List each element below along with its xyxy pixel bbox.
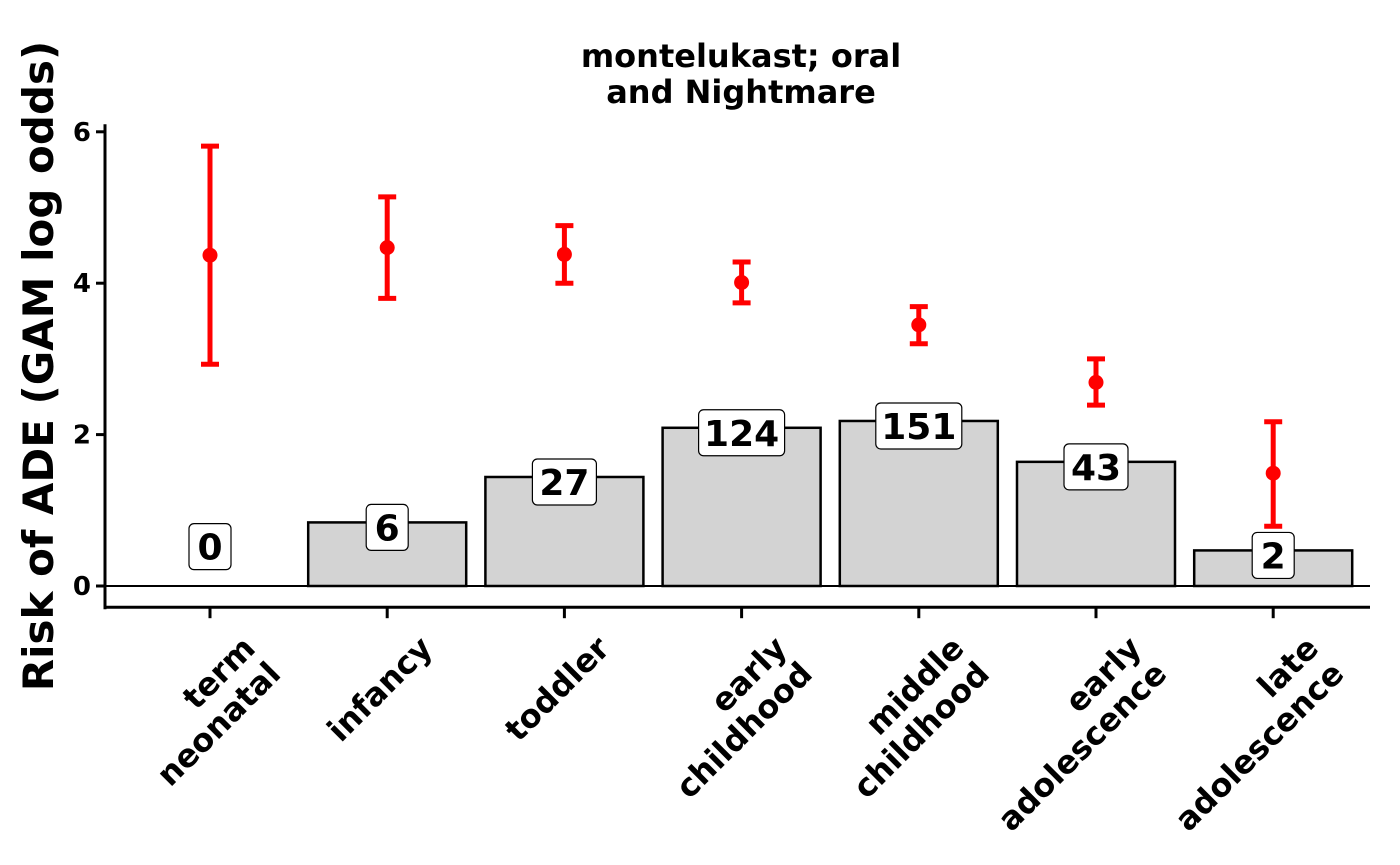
count-labels: 0 6 27 124 151 43 2 (188, 402, 1295, 580)
y-tick-label: 6 (73, 118, 91, 148)
count-label: 124 (697, 409, 786, 457)
error-bar (1264, 419, 1283, 529)
count-label-text: 6 (375, 508, 400, 549)
estimate-point (734, 274, 750, 290)
count-label-text: 2 (1261, 536, 1286, 577)
count-label-box (365, 503, 409, 552)
error-bar (378, 194, 397, 301)
count-label: 151 (875, 402, 963, 450)
bars (306, 419, 1354, 588)
y-axis-title: Risk of ADE (GAM log odds) (14, 41, 63, 691)
count-label-box (188, 523, 232, 571)
chart-title-line: and Nightmare (606, 73, 876, 111)
count-label-box (531, 458, 598, 506)
estimate-point (1088, 374, 1104, 390)
count-label-box (1251, 531, 1295, 580)
error-bar (732, 259, 751, 306)
estimate-point (202, 247, 218, 263)
y-tick-label: 0 (73, 572, 91, 602)
count-label: 43 (1063, 443, 1129, 491)
count-label-text: 27 (539, 463, 589, 504)
count-label: 6 (365, 503, 409, 552)
count-label-text: 124 (704, 414, 779, 455)
estimate-point (379, 240, 395, 256)
x-tick-label: toddler (497, 629, 617, 749)
count-label-text: 151 (881, 407, 956, 448)
estimate-point (556, 246, 572, 262)
chart-title-line: montelukast; oral (581, 37, 901, 75)
error-bar (909, 304, 928, 347)
error-bars (201, 143, 1283, 529)
count-label-text: 43 (1071, 448, 1121, 489)
x-tick-label: infancy (320, 629, 440, 749)
error-bar (201, 143, 219, 367)
y-tick-label: 2 (73, 421, 91, 451)
y-axis-label: Risk of ADE (GAM log odds) (14, 41, 63, 691)
error-bar (555, 223, 574, 286)
count-label-box (697, 409, 786, 457)
error-bar (1087, 356, 1105, 408)
count-label: 2 (1251, 531, 1295, 580)
x-tick-label-line: infancy (320, 629, 440, 749)
x-tick-label-line: toddler (497, 629, 617, 749)
estimate-point (911, 317, 927, 333)
count-label: 0 (188, 523, 232, 571)
count-label: 27 (531, 458, 598, 506)
y-tick-label: 4 (73, 269, 91, 299)
count-label-text: 0 (197, 528, 222, 569)
count-label-box (1063, 443, 1129, 491)
count-label-box (875, 402, 963, 450)
estimate-point (1265, 465, 1281, 481)
